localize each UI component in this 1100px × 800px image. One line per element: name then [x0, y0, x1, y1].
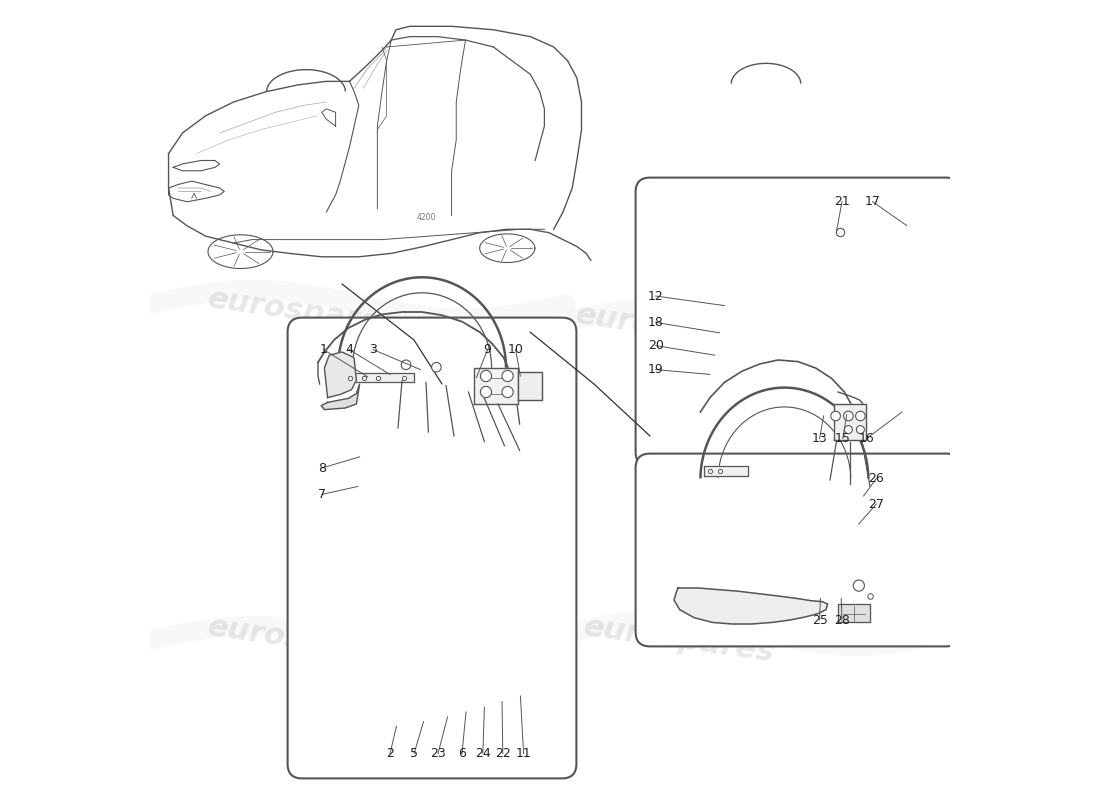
Text: 1: 1 [320, 343, 328, 356]
Circle shape [481, 370, 492, 382]
Text: 24: 24 [475, 747, 491, 760]
Text: 27: 27 [869, 498, 884, 510]
Text: eurospares: eurospares [206, 284, 400, 340]
Polygon shape [518, 372, 542, 400]
Text: 21: 21 [834, 195, 850, 208]
Circle shape [502, 386, 514, 398]
Text: 9: 9 [484, 343, 492, 356]
Polygon shape [324, 352, 356, 398]
Polygon shape [838, 604, 870, 622]
Text: 2: 2 [386, 747, 394, 760]
Circle shape [845, 426, 853, 434]
FancyBboxPatch shape [636, 454, 960, 646]
Polygon shape [674, 588, 827, 624]
FancyBboxPatch shape [636, 178, 960, 466]
Text: 17: 17 [865, 195, 880, 208]
Circle shape [844, 411, 854, 421]
Text: 22: 22 [495, 747, 510, 760]
Text: 6: 6 [458, 747, 466, 760]
Text: 11: 11 [516, 747, 531, 760]
Polygon shape [704, 466, 748, 476]
Circle shape [854, 580, 865, 591]
Circle shape [857, 426, 865, 434]
Circle shape [502, 370, 514, 382]
Polygon shape [321, 384, 360, 410]
FancyBboxPatch shape [287, 318, 576, 778]
Text: 25: 25 [812, 614, 827, 626]
Text: 19: 19 [648, 363, 663, 376]
Text: eurospares: eurospares [574, 300, 769, 356]
Circle shape [431, 362, 441, 372]
Text: eurospares: eurospares [582, 612, 777, 668]
Text: 10: 10 [508, 343, 524, 356]
Text: 7: 7 [318, 488, 326, 501]
Text: 26: 26 [869, 472, 884, 485]
Circle shape [481, 386, 492, 398]
Text: 23: 23 [430, 747, 446, 760]
Text: 4200: 4200 [416, 213, 436, 222]
Polygon shape [338, 373, 414, 382]
Text: eurospares: eurospares [206, 612, 400, 668]
Polygon shape [474, 368, 518, 404]
Text: 12: 12 [648, 290, 663, 302]
Text: 3: 3 [370, 343, 377, 356]
Text: 18: 18 [648, 316, 663, 329]
Circle shape [830, 411, 840, 421]
Text: 28: 28 [834, 614, 850, 626]
Text: 13: 13 [812, 432, 827, 445]
Circle shape [402, 360, 410, 370]
Circle shape [856, 411, 866, 421]
Text: 8: 8 [318, 462, 326, 474]
Text: 15: 15 [835, 432, 850, 445]
Text: 4: 4 [345, 343, 353, 356]
Text: 5: 5 [410, 747, 418, 760]
Text: 16: 16 [859, 432, 874, 445]
Polygon shape [834, 404, 866, 440]
Text: 20: 20 [648, 339, 663, 352]
